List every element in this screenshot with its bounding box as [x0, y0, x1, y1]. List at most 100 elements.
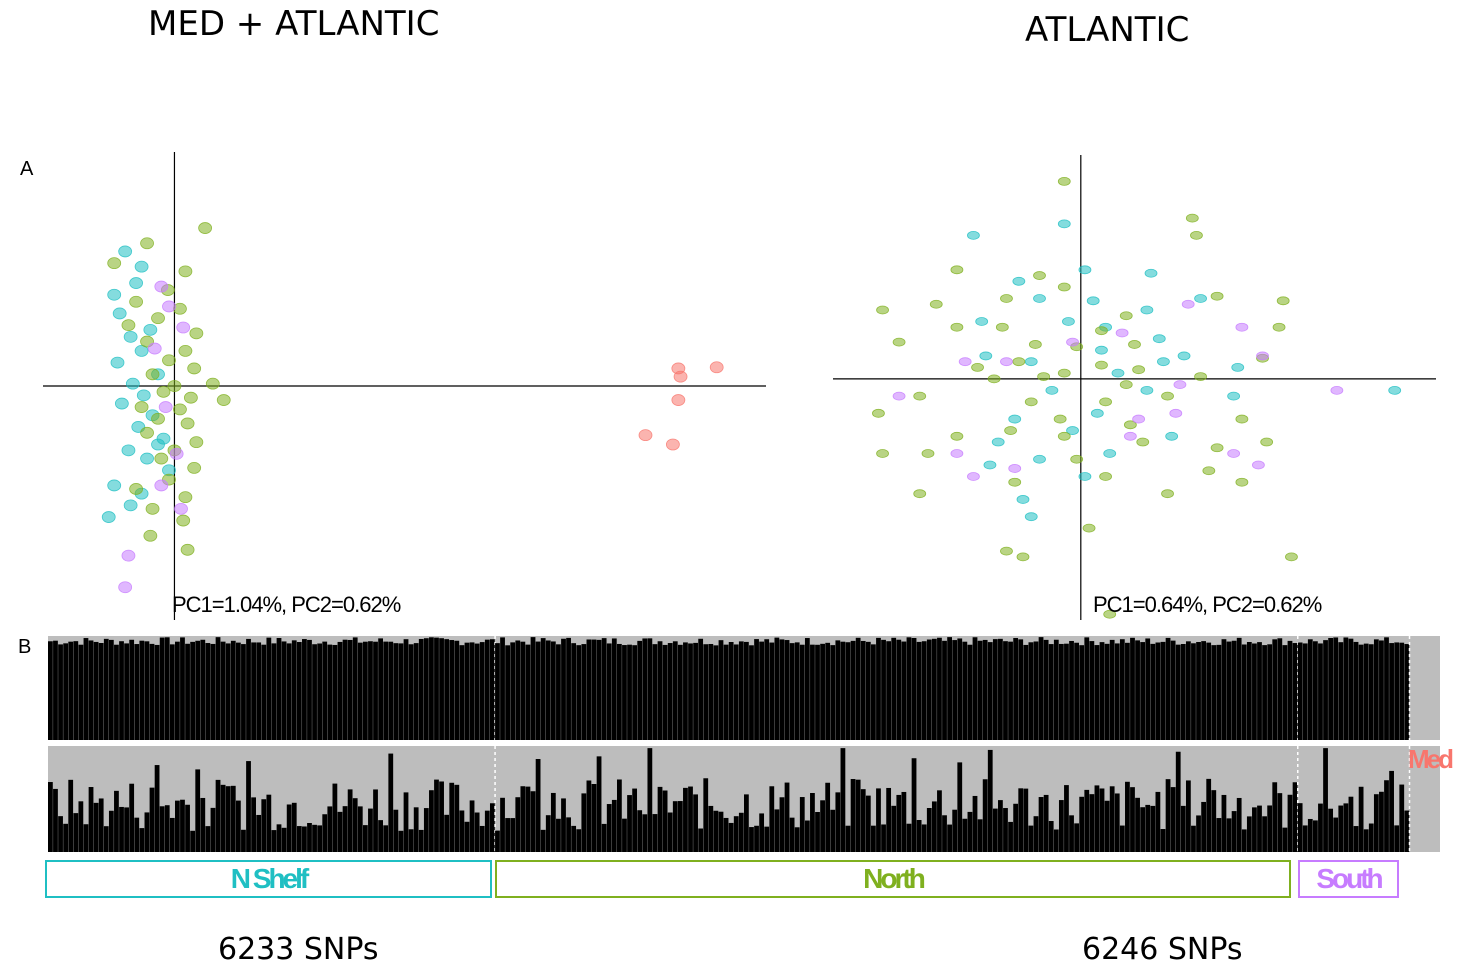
pca-left-point-med: [665, 438, 680, 451]
admix-bar: [586, 780, 592, 852]
pca-right-point-north: [1190, 230, 1203, 240]
admix-bar: [1079, 796, 1085, 852]
admix-bar: [1201, 641, 1207, 740]
admix-bar: [647, 748, 653, 852]
pca-left-point-south: [169, 447, 184, 460]
admix-bar: [1216, 818, 1222, 852]
admix-bar: [901, 641, 907, 740]
pca-right-point-north: [1235, 477, 1249, 487]
pca-right-point-n-shelf: [1144, 268, 1158, 278]
admix-bar: [810, 644, 815, 740]
admix-bar: [484, 810, 490, 852]
admix-bar: [286, 804, 292, 852]
admix-bar: [530, 637, 536, 740]
admix-bar: [561, 798, 566, 852]
admix-bar: [423, 638, 429, 740]
admix-bar: [657, 786, 663, 852]
admix-bar: [749, 645, 754, 740]
admix-bar: [347, 789, 353, 852]
admix-bar: [261, 799, 267, 852]
admix-bar: [368, 808, 373, 852]
admix-bar: [474, 812, 480, 852]
admix-bar: [1226, 641, 1232, 740]
pca-right-point-north: [921, 449, 935, 458]
admix-bar: [794, 827, 800, 852]
admix-bar: [1363, 643, 1369, 740]
admix-bar: [1399, 784, 1405, 852]
admix-bar: [53, 640, 58, 740]
admix-bar: [1389, 770, 1394, 852]
admix-bar: [1058, 800, 1064, 852]
admix-bar: [459, 810, 465, 852]
admix-bar: [764, 826, 770, 852]
admix-bar: [652, 644, 658, 740]
admix-bar: [1196, 642, 1201, 740]
pca-left-point-north: [180, 417, 195, 430]
pca-left-point-north: [154, 452, 169, 465]
admix-bar: [992, 808, 998, 852]
admix-bar: [911, 758, 917, 852]
pca-right-point-n-shelf: [1012, 276, 1026, 286]
pca-right-point-south: [1235, 322, 1249, 332]
admix-bar: [1399, 642, 1405, 740]
admix-bar: [220, 784, 226, 852]
pca-right-point-south: [967, 472, 980, 481]
admix-bar: [1312, 641, 1318, 740]
admix-bar: [235, 642, 241, 740]
pca-left-point-n-shelf: [134, 260, 149, 273]
admix-bar: [1064, 643, 1069, 740]
admix-bar: [1221, 639, 1227, 740]
admix-bar: [1140, 642, 1146, 740]
admix-bar: [957, 638, 963, 740]
pca-right-point-south: [950, 449, 964, 458]
pca-right-point-north: [1016, 552, 1030, 562]
admix-bar: [616, 643, 622, 740]
admix-bar: [967, 811, 973, 852]
admix-bar: [327, 644, 333, 740]
admix-bar: [1135, 640, 1140, 740]
admix-bar: [886, 641, 892, 740]
pca-right-point-north: [1082, 523, 1096, 533]
admix-bar: [190, 641, 196, 740]
pca-left-point-north: [162, 354, 176, 367]
pca-right-point-north: [1136, 437, 1150, 447]
admix-bar: [652, 814, 658, 852]
admix-bar: [1358, 644, 1364, 740]
pca-left-point-north: [187, 362, 202, 375]
pca-right-point-north: [1095, 326, 1108, 336]
admix-bar: [510, 818, 516, 852]
pca-left-point-north: [183, 391, 198, 404]
left-snp-count: 6233 SNPs: [218, 932, 379, 967]
pca-left-point-north: [178, 491, 193, 504]
admix-bar: [1384, 780, 1389, 852]
admix-bar: [220, 641, 226, 740]
pca-right-point-n-shelf: [1152, 334, 1166, 344]
admix-bar: [1191, 643, 1196, 740]
legend-north: North: [495, 860, 1291, 898]
pca-right-point-n-shelf: [991, 437, 1005, 447]
legend-south: South: [1298, 860, 1399, 898]
admix-bar: [835, 792, 841, 852]
admix-bar: [1180, 644, 1186, 740]
pca-left-point-north: [205, 377, 220, 390]
admix-bar: [860, 789, 866, 852]
admix-bar: [1130, 787, 1135, 852]
pca-right-point-north: [1260, 437, 1274, 447]
admix-bar: [525, 644, 531, 740]
admix-bar: [403, 792, 409, 852]
admix-bar: [1328, 637, 1334, 740]
admix-bar: [1267, 805, 1273, 852]
admix-bar: [759, 641, 765, 740]
admix-bar: [1185, 641, 1191, 740]
admix-bar: [413, 807, 419, 852]
admix-bar: [195, 640, 201, 740]
pca-left-point-n-shelf: [118, 245, 133, 258]
pca-right-point-north: [913, 489, 927, 499]
admix-bar: [1323, 640, 1328, 740]
pca-right-point-n-shelf: [1033, 454, 1046, 464]
pca-right-point-n-shelf: [1045, 385, 1059, 395]
pca-right-point-north: [1210, 291, 1224, 301]
admix-bar: [1043, 639, 1049, 740]
admix-bar: [1160, 641, 1166, 740]
pca-right-point-n-shelf: [1103, 449, 1117, 458]
